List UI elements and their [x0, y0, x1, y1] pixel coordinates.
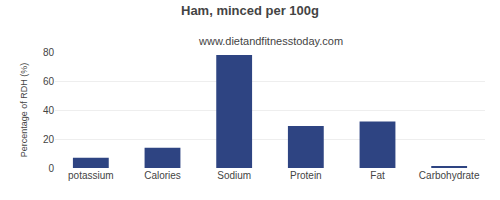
svg-text:60: 60 — [43, 76, 55, 87]
svg-text:Calories: Calories — [144, 170, 181, 181]
svg-text:20: 20 — [43, 134, 55, 145]
svg-text:www.dietandfitnesstoday.com: www.dietandfitnesstoday.com — [198, 35, 343, 47]
svg-text:0: 0 — [48, 163, 54, 174]
svg-text:Sodium: Sodium — [217, 170, 251, 181]
svg-text:Ham, minced per 100g: Ham, minced per 100g — [181, 3, 319, 18]
svg-text:Percentage of RDH (%): Percentage of RDH (%) — [19, 63, 29, 158]
svg-text:80: 80 — [43, 47, 55, 58]
svg-text:40: 40 — [43, 105, 55, 116]
svg-text:potassium: potassium — [68, 170, 114, 181]
svg-text:Protein: Protein — [290, 170, 322, 181]
svg-text:Carbohydrate: Carbohydrate — [419, 170, 480, 181]
svg-text:Fat: Fat — [370, 170, 385, 181]
